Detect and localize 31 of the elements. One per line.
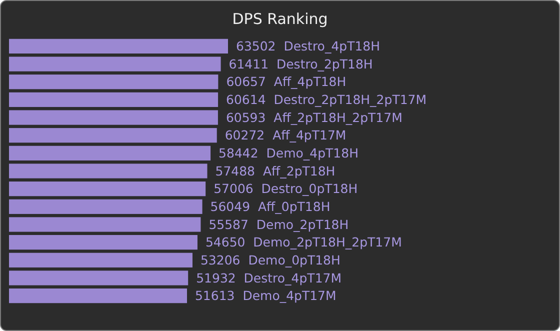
data-label: 60593 Aff_2pT18H_2pT17M <box>226 110 402 125</box>
data-label: 57488 Aff_2pT18H <box>215 163 336 178</box>
data-label: 57006 Destro_0pT18H <box>214 181 358 196</box>
bar <box>9 164 208 178</box>
data-label: 54650 Demo_2pT18H_2pT17M <box>205 234 402 250</box>
bar <box>9 74 218 90</box>
bar <box>9 270 188 286</box>
bar <box>9 128 217 143</box>
data-label: 61411 Destro_2pT18H <box>228 56 373 72</box>
bar <box>9 56 221 72</box>
data-label: 63502 Destro_4pT18H <box>236 38 380 54</box>
data-label: 60657 Aff_4pT18H <box>226 74 346 90</box>
data-label: 60614 Destro_2pT18H_2pT17M <box>226 92 427 108</box>
data-label: 55587 Demo_2pT18H <box>208 216 349 232</box>
bar <box>9 199 202 214</box>
bar <box>9 146 211 160</box>
data-label: 58442 Demo_4pT18H <box>218 146 358 161</box>
text: DPS Ranking <box>232 10 328 28</box>
bar <box>9 288 187 304</box>
data-label: 53206 Demo_0pT18H <box>200 252 340 268</box>
bar <box>9 235 198 250</box>
bar <box>9 217 201 232</box>
bar <box>9 110 218 125</box>
data-label: 60272 Aff_4pT17M <box>224 128 346 143</box>
bar <box>9 92 218 107</box>
bar <box>9 182 206 196</box>
bar <box>9 38 228 54</box>
data-label: 51613 Demo_4pT17M <box>195 288 336 304</box>
data-label: 56049 Aff_0pT18H <box>210 199 330 214</box>
data-label: 51932 Destro_4pT17M <box>196 270 342 286</box>
bar <box>9 252 192 268</box>
